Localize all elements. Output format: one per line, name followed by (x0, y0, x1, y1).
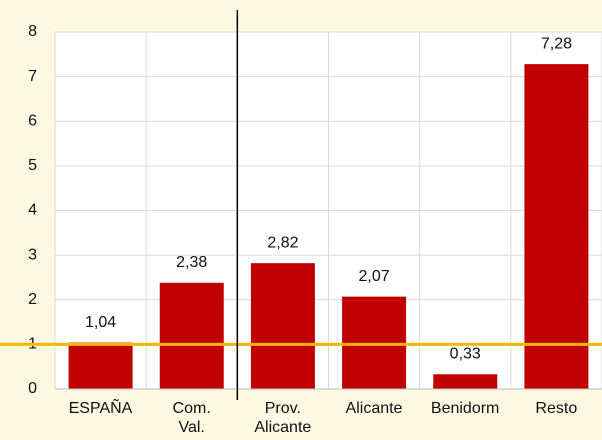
y-tick-label: 7 (28, 68, 37, 85)
bar (250, 263, 315, 389)
value-label: 1,04 (85, 314, 116, 331)
bar (524, 64, 589, 389)
y-tick-label: 4 (28, 202, 37, 219)
bar (159, 282, 224, 389)
y-tick-label: 2 (28, 291, 37, 308)
x-tick-label: Resto (535, 400, 578, 417)
x-tick-label: ESPAÑA (68, 400, 133, 417)
value-label: 2,38 (176, 254, 207, 271)
x-tick-label: Prov. Alicante (254, 400, 312, 436)
x-tick-label: Alicante (345, 400, 403, 417)
x-tick-label: Com. Val. (172, 400, 211, 436)
value-label: 2,07 (359, 268, 390, 285)
y-tick-label: 8 (28, 23, 37, 40)
y-tick-label: 0 (28, 380, 37, 397)
value-label: 0,33 (450, 345, 481, 362)
y-tick-label: 3 (28, 246, 37, 263)
x-tick-label: Benidorm (430, 400, 500, 417)
y-tick-label: 5 (28, 157, 37, 174)
value-label: 7,28 (541, 35, 572, 52)
bar (68, 342, 133, 389)
value-label: 2,82 (267, 234, 298, 251)
y-tick-label: 6 (28, 112, 37, 129)
bar (342, 296, 407, 389)
bar (433, 374, 498, 389)
